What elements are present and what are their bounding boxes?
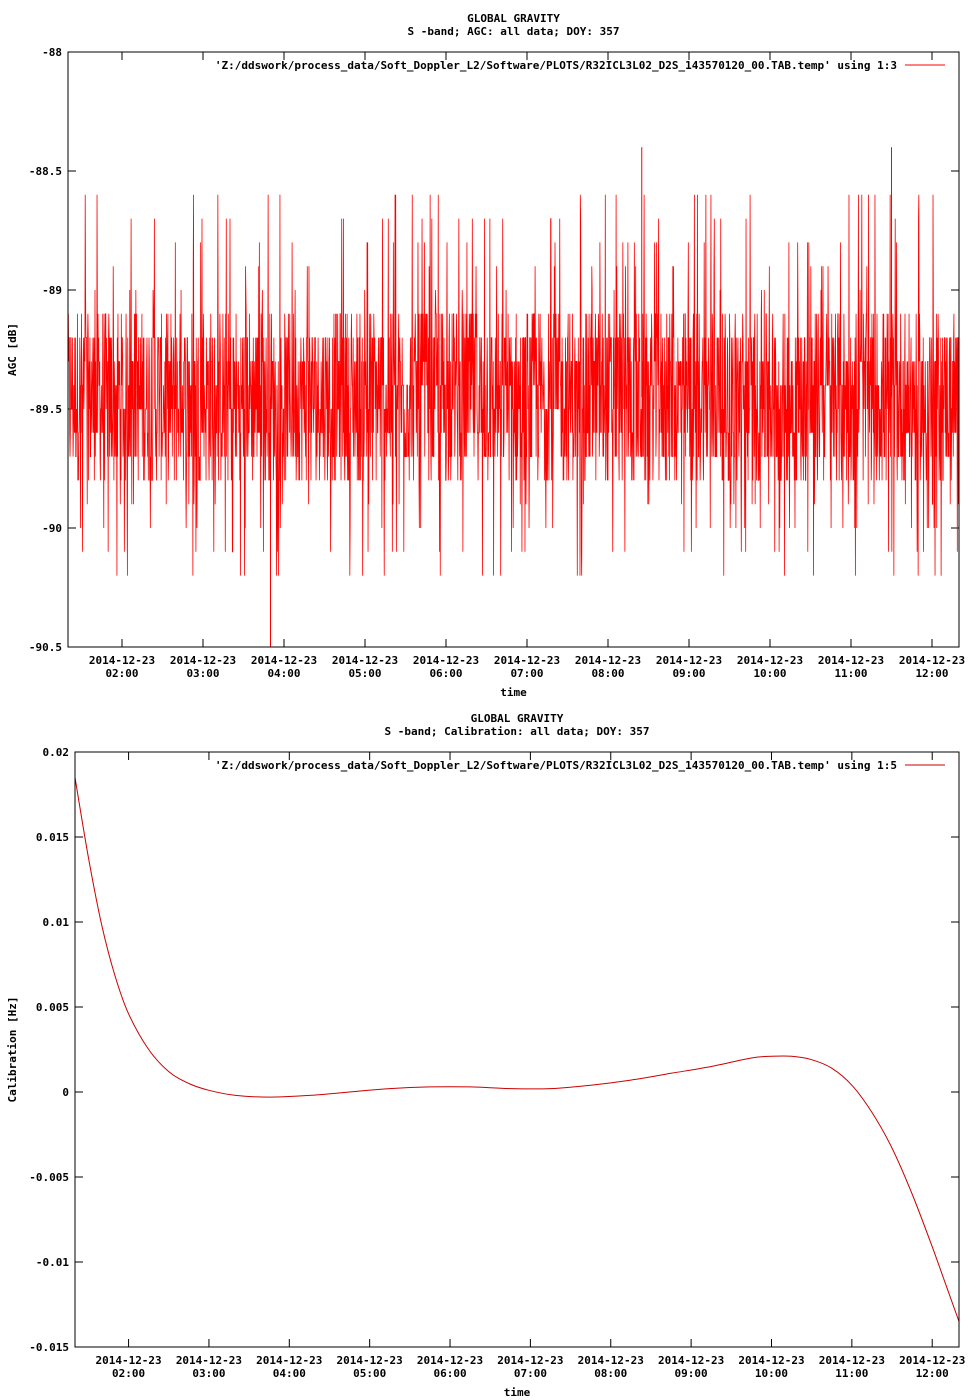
x-tick-date: 2014-12-23 <box>413 654 479 667</box>
y-tick-label: -89.5 <box>29 403 62 416</box>
agc-chart: GLOBAL GRAVITY S -band; AGC: all data; D… <box>6 12 965 699</box>
x-tick-time: 11:00 <box>834 667 867 680</box>
x-tick-date: 2014-12-23 <box>656 654 722 667</box>
plot-frame <box>74 751 960 1348</box>
x-tick-time: 05:00 <box>353 1367 386 1380</box>
y-tick-label: -88.5 <box>29 165 62 178</box>
x-tick-time: 10:00 <box>755 1367 788 1380</box>
y-tick-label: 0.01 <box>43 916 70 929</box>
x-tick-time: 10:00 <box>753 667 786 680</box>
x-tick-date: 2014-12-23 <box>658 1354 724 1367</box>
chart-title: GLOBAL GRAVITY <box>467 12 560 25</box>
y-axis-label: Calibration [Hz] <box>6 997 19 1103</box>
x-tick-date: 2014-12-23 <box>819 1354 885 1367</box>
calibration-chart: GLOBAL GRAVITY S -band; Calibration: all… <box>6 712 965 1399</box>
x-axis-label: time <box>504 1386 531 1399</box>
x-tick-time: 11:00 <box>835 1367 868 1380</box>
x-tick-time: 08:00 <box>594 1367 627 1380</box>
x-tick-time: 04:00 <box>273 1367 306 1380</box>
x-tick-date: 2014-12-23 <box>575 654 641 667</box>
x-tick-time: 06:00 <box>433 1367 466 1380</box>
series <box>74 777 960 1322</box>
x-tick-time: 08:00 <box>591 667 624 680</box>
y-tick-label: 0.015 <box>36 831 69 844</box>
x-tick-time: 05:00 <box>348 667 381 680</box>
ticks: 0.02 0.015 0.01 0.005 0 -0.005 -0.01 -0.015 2014… <box>29 746 965 1380</box>
series <box>67 147 960 647</box>
x-tick-date: 2014-12-23 <box>170 654 236 667</box>
chart-title: GLOBAL GRAVITY <box>471 712 564 725</box>
legend-entry: 'Z:/ddswork/process_data/Soft_Doppler_L2… <box>215 759 897 772</box>
x-tick-date: 2014-12-23 <box>899 1354 965 1367</box>
x-tick-date: 2014-12-23 <box>578 1354 644 1367</box>
y-tick-label: -90.5 <box>29 641 62 654</box>
x-tick-date: 2014-12-23 <box>494 654 560 667</box>
x-tick-date: 2014-12-23 <box>332 654 398 667</box>
x-tick-time: 07:00 <box>514 1367 547 1380</box>
x-tick-time: 06:00 <box>429 667 462 680</box>
x-tick-date: 2014-12-23 <box>337 1354 403 1367</box>
x-tick-time: 03:00 <box>192 1367 225 1380</box>
x-tick-date: 2014-12-23 <box>899 654 965 667</box>
y-tick-label: -0.01 <box>36 1256 69 1269</box>
y-tick-label: -89 <box>42 284 62 297</box>
x-tick-time: 09:00 <box>675 1367 708 1380</box>
x-tick-date: 2014-12-23 <box>89 654 155 667</box>
x-tick-time: 12:00 <box>916 1367 949 1380</box>
x-tick-date: 2014-12-23 <box>256 1354 322 1367</box>
y-axis-label: AGC [dB] <box>6 323 19 376</box>
x-tick-time: 07:00 <box>510 667 543 680</box>
x-tick-time: 02:00 <box>112 1367 145 1380</box>
x-tick-date: 2014-12-23 <box>251 654 317 667</box>
y-tick-label: -88 <box>42 46 62 59</box>
x-tick-date: 2014-12-23 <box>417 1354 483 1367</box>
ticks: -88-88.5-89-89.5-90-90.52014-12-2302:002… <box>29 46 965 680</box>
chart-subtitle: S -band; Calibration: all data; DOY: 357 <box>385 725 650 738</box>
x-axis-label: time <box>500 686 527 699</box>
chart-subtitle: S -band; AGC: all data; DOY: 357 <box>408 25 620 38</box>
x-tick-date: 2014-12-23 <box>95 1354 161 1367</box>
series-line <box>67 194 960 576</box>
y-tick-label: 0.005 <box>36 1001 69 1014</box>
legend-entry: 'Z:/ddswork/process_data/Soft_Doppler_L2… <box>215 59 897 72</box>
x-tick-date: 2014-12-23 <box>176 1354 242 1367</box>
x-tick-time: 04:00 <box>267 667 300 680</box>
x-tick-time: 03:00 <box>186 667 219 680</box>
x-tick-time: 09:00 <box>672 667 705 680</box>
series-line <box>74 777 960 1322</box>
y-tick-label: 0.02 <box>43 746 70 759</box>
y-tick-label: -0.005 <box>29 1171 69 1184</box>
x-tick-date: 2014-12-23 <box>818 654 884 667</box>
y-tick-label: -0.015 <box>29 1341 69 1354</box>
x-tick-time: 02:00 <box>105 667 138 680</box>
x-tick-date: 2014-12-23 <box>497 1354 563 1367</box>
x-tick-time: 12:00 <box>915 667 948 680</box>
x-tick-date: 2014-12-23 <box>737 654 803 667</box>
y-tick-label: 0 <box>62 1086 69 1099</box>
y-tick-label: -90 <box>42 522 62 535</box>
x-tick-date: 2014-12-23 <box>738 1354 804 1367</box>
plot-frame <box>67 51 960 648</box>
